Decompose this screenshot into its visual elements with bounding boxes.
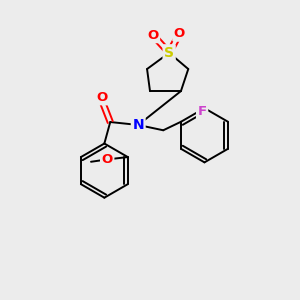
Text: F: F bbox=[198, 105, 207, 118]
Text: O: O bbox=[102, 153, 113, 166]
Text: O: O bbox=[174, 27, 185, 40]
Text: O: O bbox=[147, 29, 159, 42]
Text: O: O bbox=[96, 91, 108, 104]
Text: N: N bbox=[132, 118, 144, 132]
Text: S: S bbox=[164, 46, 174, 60]
